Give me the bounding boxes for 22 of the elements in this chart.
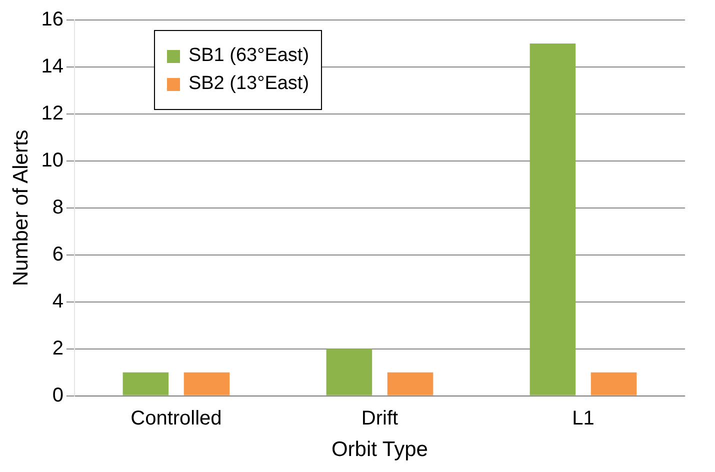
x-tick-label: Controlled — [130, 407, 222, 430]
x-tick-label: L1 — [572, 407, 594, 430]
bar — [387, 372, 434, 396]
y-tick-label: 0 — [52, 384, 64, 406]
x-tick-label: Drift — [361, 407, 398, 430]
y-axis-title: Number of Alerts — [9, 130, 32, 286]
bar — [530, 43, 576, 396]
bar — [184, 372, 230, 396]
y-tick-label: 2 — [52, 337, 64, 360]
y-tick-label: 14 — [41, 55, 64, 78]
legend-label: SB2 (13°East) — [188, 73, 310, 95]
y-tick-label: 4 — [52, 290, 64, 312]
y-tick-label: 12 — [41, 102, 64, 124]
y-tick-label: 10 — [41, 149, 64, 172]
bar — [590, 372, 637, 396]
y-tick-label: 6 — [52, 243, 64, 266]
legend-label: SB1 (63°East) — [188, 45, 310, 67]
x-axis-title: Orbit Type — [331, 438, 428, 462]
bar — [326, 348, 372, 396]
y-tick-label: 16 — [41, 8, 64, 31]
y-tick-label: 8 — [52, 196, 64, 218]
bar — [122, 372, 169, 396]
